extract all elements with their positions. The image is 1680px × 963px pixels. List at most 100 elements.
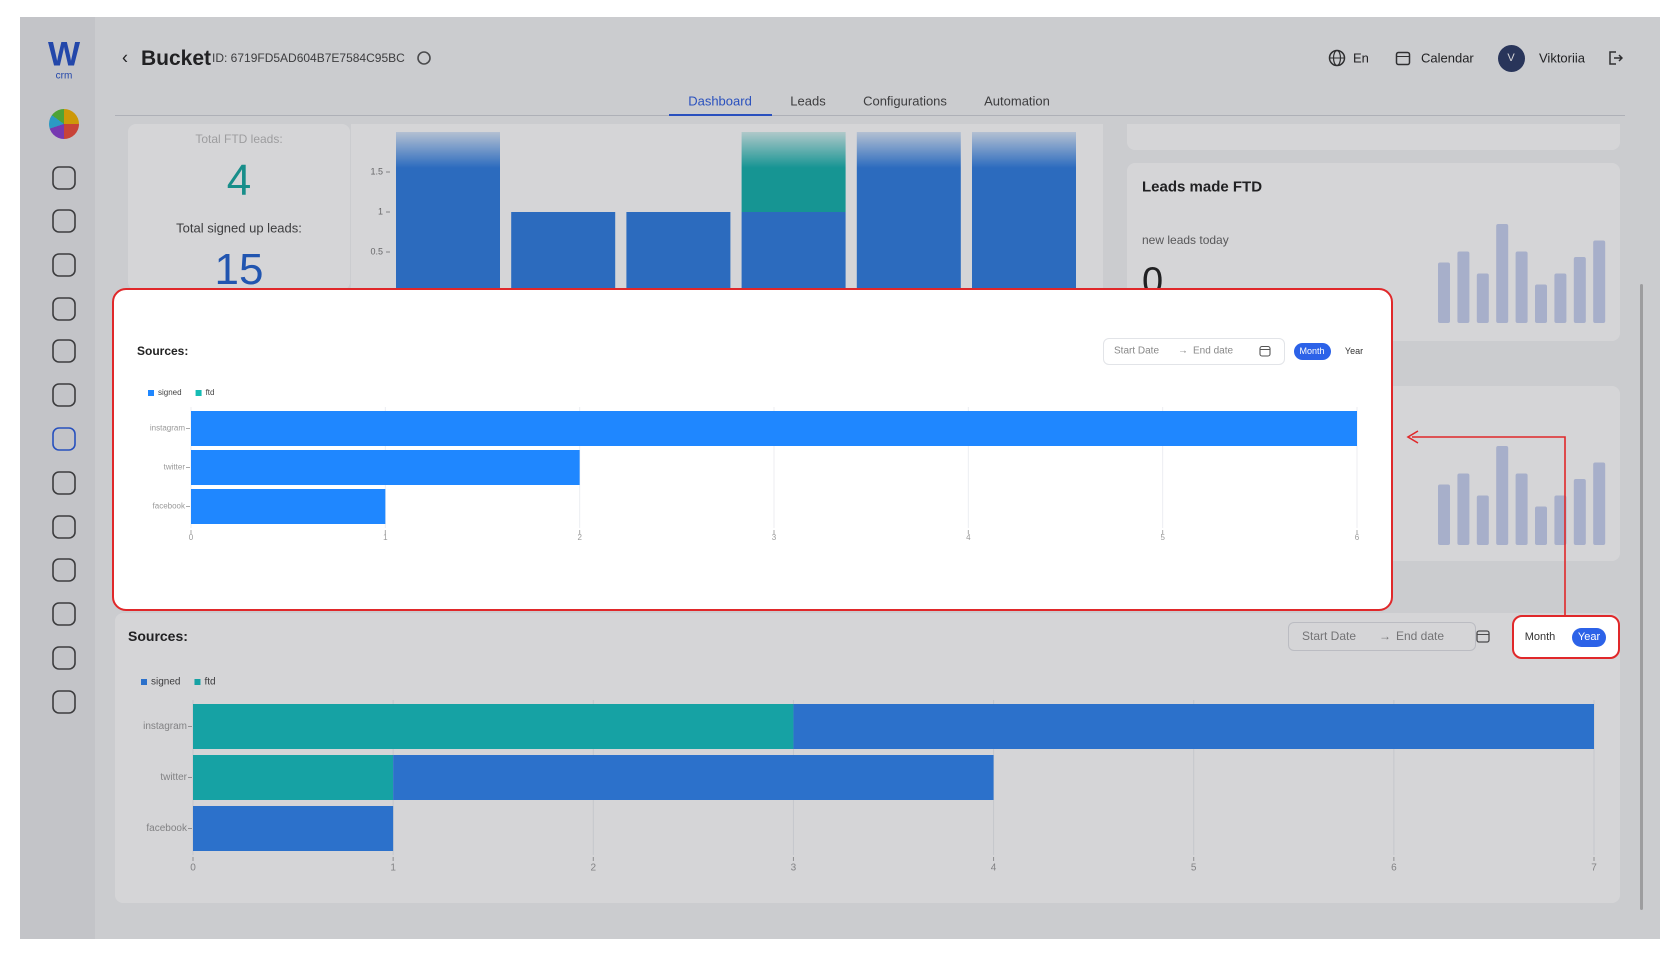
spark-bar <box>1573 257 1586 323</box>
y-tick-label: 1.5 <box>370 166 383 176</box>
x-tick-label: 3 <box>791 863 797 874</box>
x-tick-label: 3 <box>772 533 777 542</box>
date-range[interactable] <box>1103 338 1285 365</box>
nav-icon[interactable] <box>52 383 76 407</box>
x-tick-label: 2 <box>591 863 597 874</box>
nav-icon[interactable] <box>52 209 76 233</box>
nav-icon[interactable] <box>52 558 76 582</box>
legend-label: signed <box>151 677 180 688</box>
x-tick-label: 4 <box>966 533 971 542</box>
spark-bar <box>1593 462 1606 545</box>
nav-icon[interactable] <box>52 297 76 321</box>
tab[interactable]: Leads <box>790 93 826 109</box>
end-date[interactable]: End date <box>1193 345 1234 357</box>
nav-icon[interactable] <box>52 646 76 670</box>
spark-bar <box>1457 251 1470 323</box>
legend-swatch <box>194 679 201 685</box>
period-pill[interactable] <box>1572 627 1606 647</box>
spark-bar <box>1496 224 1509 323</box>
sources-title: Sources: <box>128 628 188 644</box>
legend-label: signed <box>158 388 182 397</box>
nav-icon[interactable] <box>52 253 76 277</box>
start-date[interactable]: Start Date <box>1114 345 1160 357</box>
spark-bar <box>1535 506 1547 545</box>
globe-icon <box>1328 49 1346 67</box>
legend-swatch <box>148 390 154 396</box>
logout-icon[interactable] <box>1607 50 1623 66</box>
spark-bar <box>1457 473 1470 545</box>
y-tick-label: instagram <box>143 721 187 732</box>
end-date[interactable]: End date <box>1396 629 1445 643</box>
calendar-link[interactable]: Calendar <box>1421 50 1474 66</box>
spark-bar <box>1554 273 1567 323</box>
tab[interactable]: Dashboard <box>688 93 752 109</box>
nav-icon[interactable] <box>52 471 76 495</box>
logo-sub: crm <box>55 70 73 82</box>
spark-bar <box>1476 273 1489 323</box>
start-date[interactable]: Start Date <box>1302 629 1357 643</box>
legend-label: ftd <box>206 388 215 397</box>
bar <box>511 212 616 292</box>
back-icon: ‹ <box>122 47 128 68</box>
sources-title: Sources: <box>137 344 189 358</box>
nav-icon[interactable] <box>52 602 76 626</box>
user-name[interactable]: Viktoriia <box>1539 50 1586 66</box>
arrowhead <box>1406 430 1419 444</box>
card <box>1127 124 1620 150</box>
date-separator: → <box>1178 345 1188 357</box>
tab-underline <box>669 114 772 116</box>
tab-divider <box>115 115 1625 116</box>
pie-icon <box>49 109 79 139</box>
nav-icon[interactable] <box>52 166 76 190</box>
spark-bar <box>1438 484 1450 545</box>
bar <box>193 755 394 800</box>
bar <box>191 489 386 524</box>
x-tick-label: 1 <box>383 533 388 542</box>
calendar-icon <box>1395 51 1411 66</box>
tab[interactable]: Configurations <box>863 93 947 109</box>
spark-bar <box>1593 240 1606 323</box>
legend-label: ftd <box>204 677 215 688</box>
page-title: Bucket <box>141 47 212 70</box>
sidebar <box>20 17 95 939</box>
date-range[interactable] <box>1288 622 1476 651</box>
ftd-value: 4 <box>226 156 252 205</box>
period-option[interactable]: Month <box>1299 346 1325 356</box>
signed-value: 15 <box>214 245 264 294</box>
bar <box>393 755 994 800</box>
link-icon[interactable] <box>416 50 432 66</box>
bar <box>193 704 794 749</box>
bar <box>793 704 1594 749</box>
spark-bar <box>1515 473 1528 545</box>
nav-icon[interactable] <box>52 515 76 539</box>
calendar-icon[interactable] <box>1476 629 1490 643</box>
nav-icon[interactable] <box>52 427 76 451</box>
x-tick-label: 5 <box>1160 533 1165 542</box>
x-tick-label: 2 <box>577 533 582 542</box>
y-tick-label: twitter <box>160 772 187 783</box>
legend-swatch <box>195 390 202 396</box>
spark-bar <box>1535 284 1547 323</box>
x-tick-label: 0 <box>189 533 194 542</box>
period-option[interactable]: Year <box>1344 346 1364 356</box>
nav-icon[interactable] <box>52 339 76 363</box>
calendar-icon[interactable] <box>1259 345 1271 357</box>
x-tick-label: 4 <box>991 863 997 874</box>
period-option[interactable]: Year <box>1577 631 1601 643</box>
period-pill[interactable] <box>1293 342 1331 360</box>
tab[interactable]: Automation <box>984 93 1050 109</box>
y-tick-label: facebook <box>153 502 186 511</box>
y-tick-label: instagram <box>150 424 185 433</box>
avatar <box>1498 45 1525 72</box>
stats-card <box>128 124 350 290</box>
y-tick-label: twitter <box>164 463 186 472</box>
language[interactable]: En <box>1353 50 1369 66</box>
x-tick-label: 6 <box>1355 533 1360 542</box>
period-option[interactable]: Month <box>1524 631 1556 643</box>
bucket-id: ID: 6719FD5AD604B7E7584C95BC <box>212 51 405 65</box>
scrollbar[interactable] <box>1640 284 1643 910</box>
spark-bar <box>1573 479 1586 545</box>
nav-icon[interactable] <box>52 690 76 714</box>
